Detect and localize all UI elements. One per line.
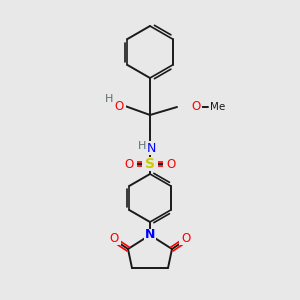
Bar bbox=[141, 141, 159, 155]
Text: O: O bbox=[110, 232, 118, 245]
Text: N: N bbox=[145, 229, 155, 242]
Bar bbox=[144, 229, 156, 241]
Bar bbox=[123, 158, 137, 170]
Text: O: O bbox=[191, 100, 201, 113]
Text: O: O bbox=[182, 232, 190, 245]
Text: S: S bbox=[145, 157, 155, 171]
Text: O: O bbox=[167, 158, 176, 170]
Bar bbox=[179, 233, 193, 245]
Bar bbox=[107, 233, 121, 245]
Text: O: O bbox=[114, 100, 124, 112]
Text: H: H bbox=[138, 141, 146, 151]
Bar bbox=[104, 100, 126, 112]
Text: Me: Me bbox=[210, 102, 226, 112]
Text: N: N bbox=[146, 142, 156, 154]
Bar bbox=[163, 158, 177, 170]
Bar bbox=[142, 157, 158, 171]
Bar bbox=[190, 101, 202, 113]
Text: H: H bbox=[105, 94, 113, 104]
Text: O: O bbox=[124, 158, 134, 170]
